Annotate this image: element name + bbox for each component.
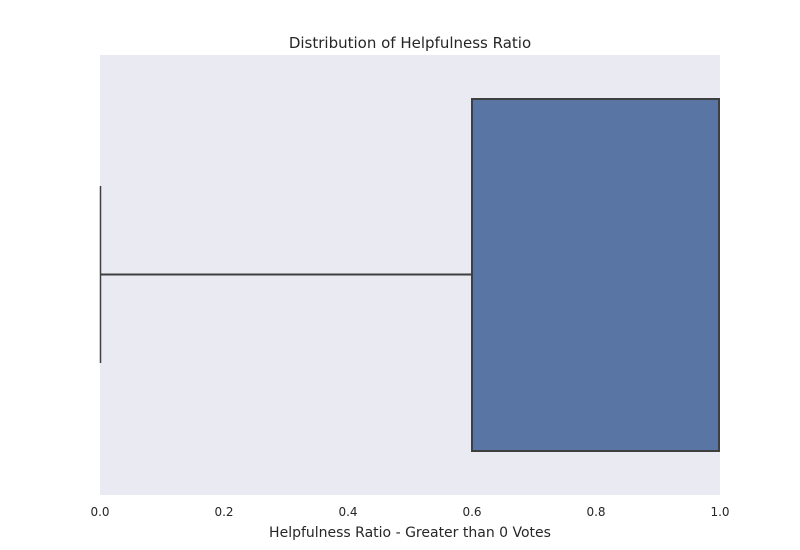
x-axis-ticks: 0.0 0.2 0.4 0.6 0.8 1.0: [90, 505, 729, 519]
box-plot: [99, 98, 720, 452]
x-tick-label: 0.4: [338, 505, 357, 519]
x-axis-label: Helpfulness Ratio - Greater than 0 Votes: [269, 525, 551, 541]
x-tick-label: 0.0: [90, 505, 109, 519]
x-tick-label: 0.6: [462, 505, 481, 519]
x-tick-label: 0.8: [586, 505, 605, 519]
x-tick-label: 1.0: [710, 505, 729, 519]
chart-title: Distribution of Helpfulness Ratio: [289, 34, 531, 52]
iqr-box: [471, 98, 720, 452]
x-tick-label: 0.2: [214, 505, 233, 519]
